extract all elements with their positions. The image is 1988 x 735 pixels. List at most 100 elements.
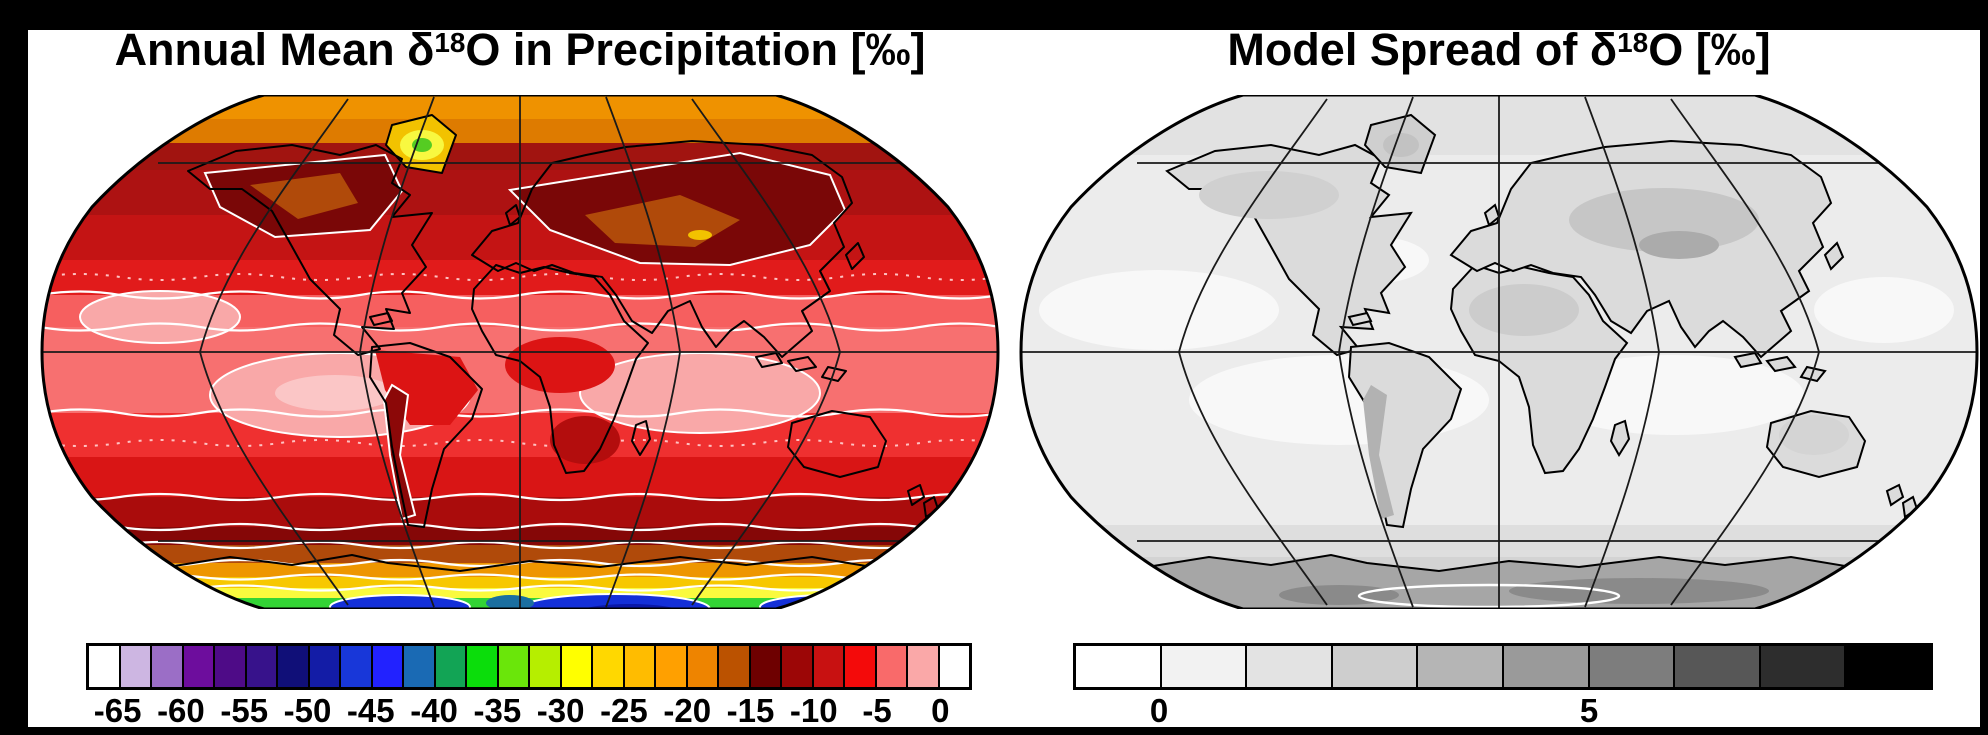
colorbar-cell [1846, 646, 1930, 687]
colorbar-cell [1675, 646, 1761, 687]
pink-patch-north-pacific [79, 290, 241, 344]
colorbar-cell [719, 646, 751, 687]
colorbar-cell [1247, 646, 1333, 687]
colorbar-tick-label: 0 [1149, 692, 1169, 729]
left-title-text: Annual Mean δ [114, 24, 435, 75]
left-colorbar-ticks: -65 -60 -55 -50 -45 -40 -35 -30 -25 -20 -15 -10 -5 0 [86, 692, 972, 730]
colorbar-cell [498, 646, 530, 687]
colorbar-cell [1418, 646, 1504, 687]
colorbar-cell [593, 646, 625, 687]
meridian-east-60 [605, 96, 681, 608]
spread-patch-north-africa [1469, 284, 1579, 336]
colorbar-cell [215, 646, 247, 687]
colorbar-tick-label: 5 [1579, 692, 1599, 729]
colorbar-cell [845, 646, 877, 687]
colorbar-cell [1760, 646, 1847, 687]
spread-patch-greenland [1383, 133, 1419, 157]
colorbar-cell [939, 646, 969, 687]
colorbar-cell [341, 646, 373, 687]
spread-white-contour-antarctica [1357, 583, 1621, 609]
left-map-outline [40, 95, 1000, 609]
spread-patch-antarctica-east [1509, 578, 1769, 604]
right-title-text: Model Spread of δ [1227, 24, 1618, 75]
colorbar-cell [1161, 646, 1248, 687]
colorbar-tick-label: -55 [220, 692, 269, 729]
pink-patch-indian-ocean [579, 352, 821, 434]
colorbar-cell [435, 646, 467, 687]
colorbar-cell [530, 646, 562, 687]
meridian-west-120 [199, 98, 349, 606]
colorbar-tick-label: -20 [663, 692, 712, 729]
antarctic-teal-pocket [486, 595, 534, 609]
colorbar-cell [876, 646, 908, 687]
meridian-west-60 [1338, 96, 1414, 608]
colorbar-tick-label: -25 [600, 692, 648, 729]
colorbar-tick-label: 0 [931, 692, 950, 729]
left-title-suffix: O in Precipitation [‰] [465, 24, 926, 75]
colorbar-tick-label: -15 [726, 692, 775, 729]
right-title-suffix: O [‰] [1648, 24, 1771, 75]
spread-low-patch-north-pacific [1039, 270, 1279, 350]
right-colorbar [1073, 643, 1933, 690]
rockies-brown-patch [250, 173, 358, 219]
colorbar-tick-label: -5 [862, 692, 892, 729]
colorbar-cell [561, 646, 593, 687]
figure-panel: Annual Mean δ18O in Precipitation [‰] Mo… [28, 24, 1980, 730]
colorbar-cell [1503, 646, 1590, 687]
meridian-west-60 [359, 96, 435, 608]
colorbar-cell [750, 646, 782, 687]
colorbar-cell [183, 646, 215, 687]
tibet-gold-spot [688, 230, 712, 240]
meridian-west-120 [1178, 98, 1328, 606]
colorbar-cell [467, 646, 499, 687]
colorbar-tick-label: -45 [346, 692, 395, 729]
colorbar-tick-label: -40 [410, 692, 458, 729]
colorbar-cell [278, 646, 310, 687]
right-map-contour-fill [1021, 95, 1977, 609]
colorbar-cell [687, 646, 719, 687]
spread-patch-canada [1199, 171, 1339, 219]
colorbar-tick-label: -35 [473, 692, 522, 729]
colorbar-cell [404, 646, 436, 687]
right-map-title: Model Spread of δ18O [‰] [1019, 24, 1979, 75]
colorbar-tick-label: -65 [93, 692, 142, 729]
left-colorbar [86, 643, 972, 690]
right-title-superscript: 18 [1617, 27, 1649, 59]
spread-patch-tibet [1639, 231, 1719, 259]
meridian-east-120 [1670, 98, 1820, 606]
colorbar-tick-label: -60 [157, 692, 205, 729]
colorbar-tick-label: -50 [283, 692, 332, 729]
meridian-east-60 [1584, 96, 1660, 608]
colorbar-cell [372, 646, 404, 687]
colorbar-cell [1332, 646, 1419, 687]
right-map-outline [1019, 95, 1979, 609]
colorbar-cell [782, 646, 814, 687]
colorbar-tick-label: -30 [536, 692, 585, 729]
colorbar-cell [908, 646, 940, 687]
colorbar-cell [813, 646, 845, 687]
left-map-contour-fill [42, 95, 998, 609]
colorbar-cell [309, 646, 341, 687]
south-africa-darkred-patch [550, 416, 620, 464]
colorbar-cell [1076, 646, 1162, 687]
meridian-east-120 [691, 98, 841, 606]
colorbar-cell [152, 646, 184, 687]
antarctic-blue-pool [329, 594, 471, 609]
spread-patch-australia [1779, 415, 1849, 455]
spread-patch-central-asia [1569, 188, 1759, 252]
colorbar-cell [246, 646, 278, 687]
colorbar-cell [656, 646, 688, 687]
left-map-title: Annual Mean δ18O in Precipitation [‰] [40, 24, 1000, 75]
left-map-annual-mean-d18o [40, 95, 1000, 609]
colorbar-cell [1589, 646, 1676, 687]
colorbar-cell [624, 646, 656, 687]
colorbar-cell [120, 646, 152, 687]
colorbar-tick-label: -10 [789, 692, 838, 729]
andes-maroon-strip [382, 383, 417, 521]
spread-patch-andes [1363, 385, 1394, 519]
central-africa-red-patch [505, 337, 615, 393]
right-map-model-spread [1019, 95, 1979, 609]
left-title-superscript: 18 [434, 27, 466, 59]
